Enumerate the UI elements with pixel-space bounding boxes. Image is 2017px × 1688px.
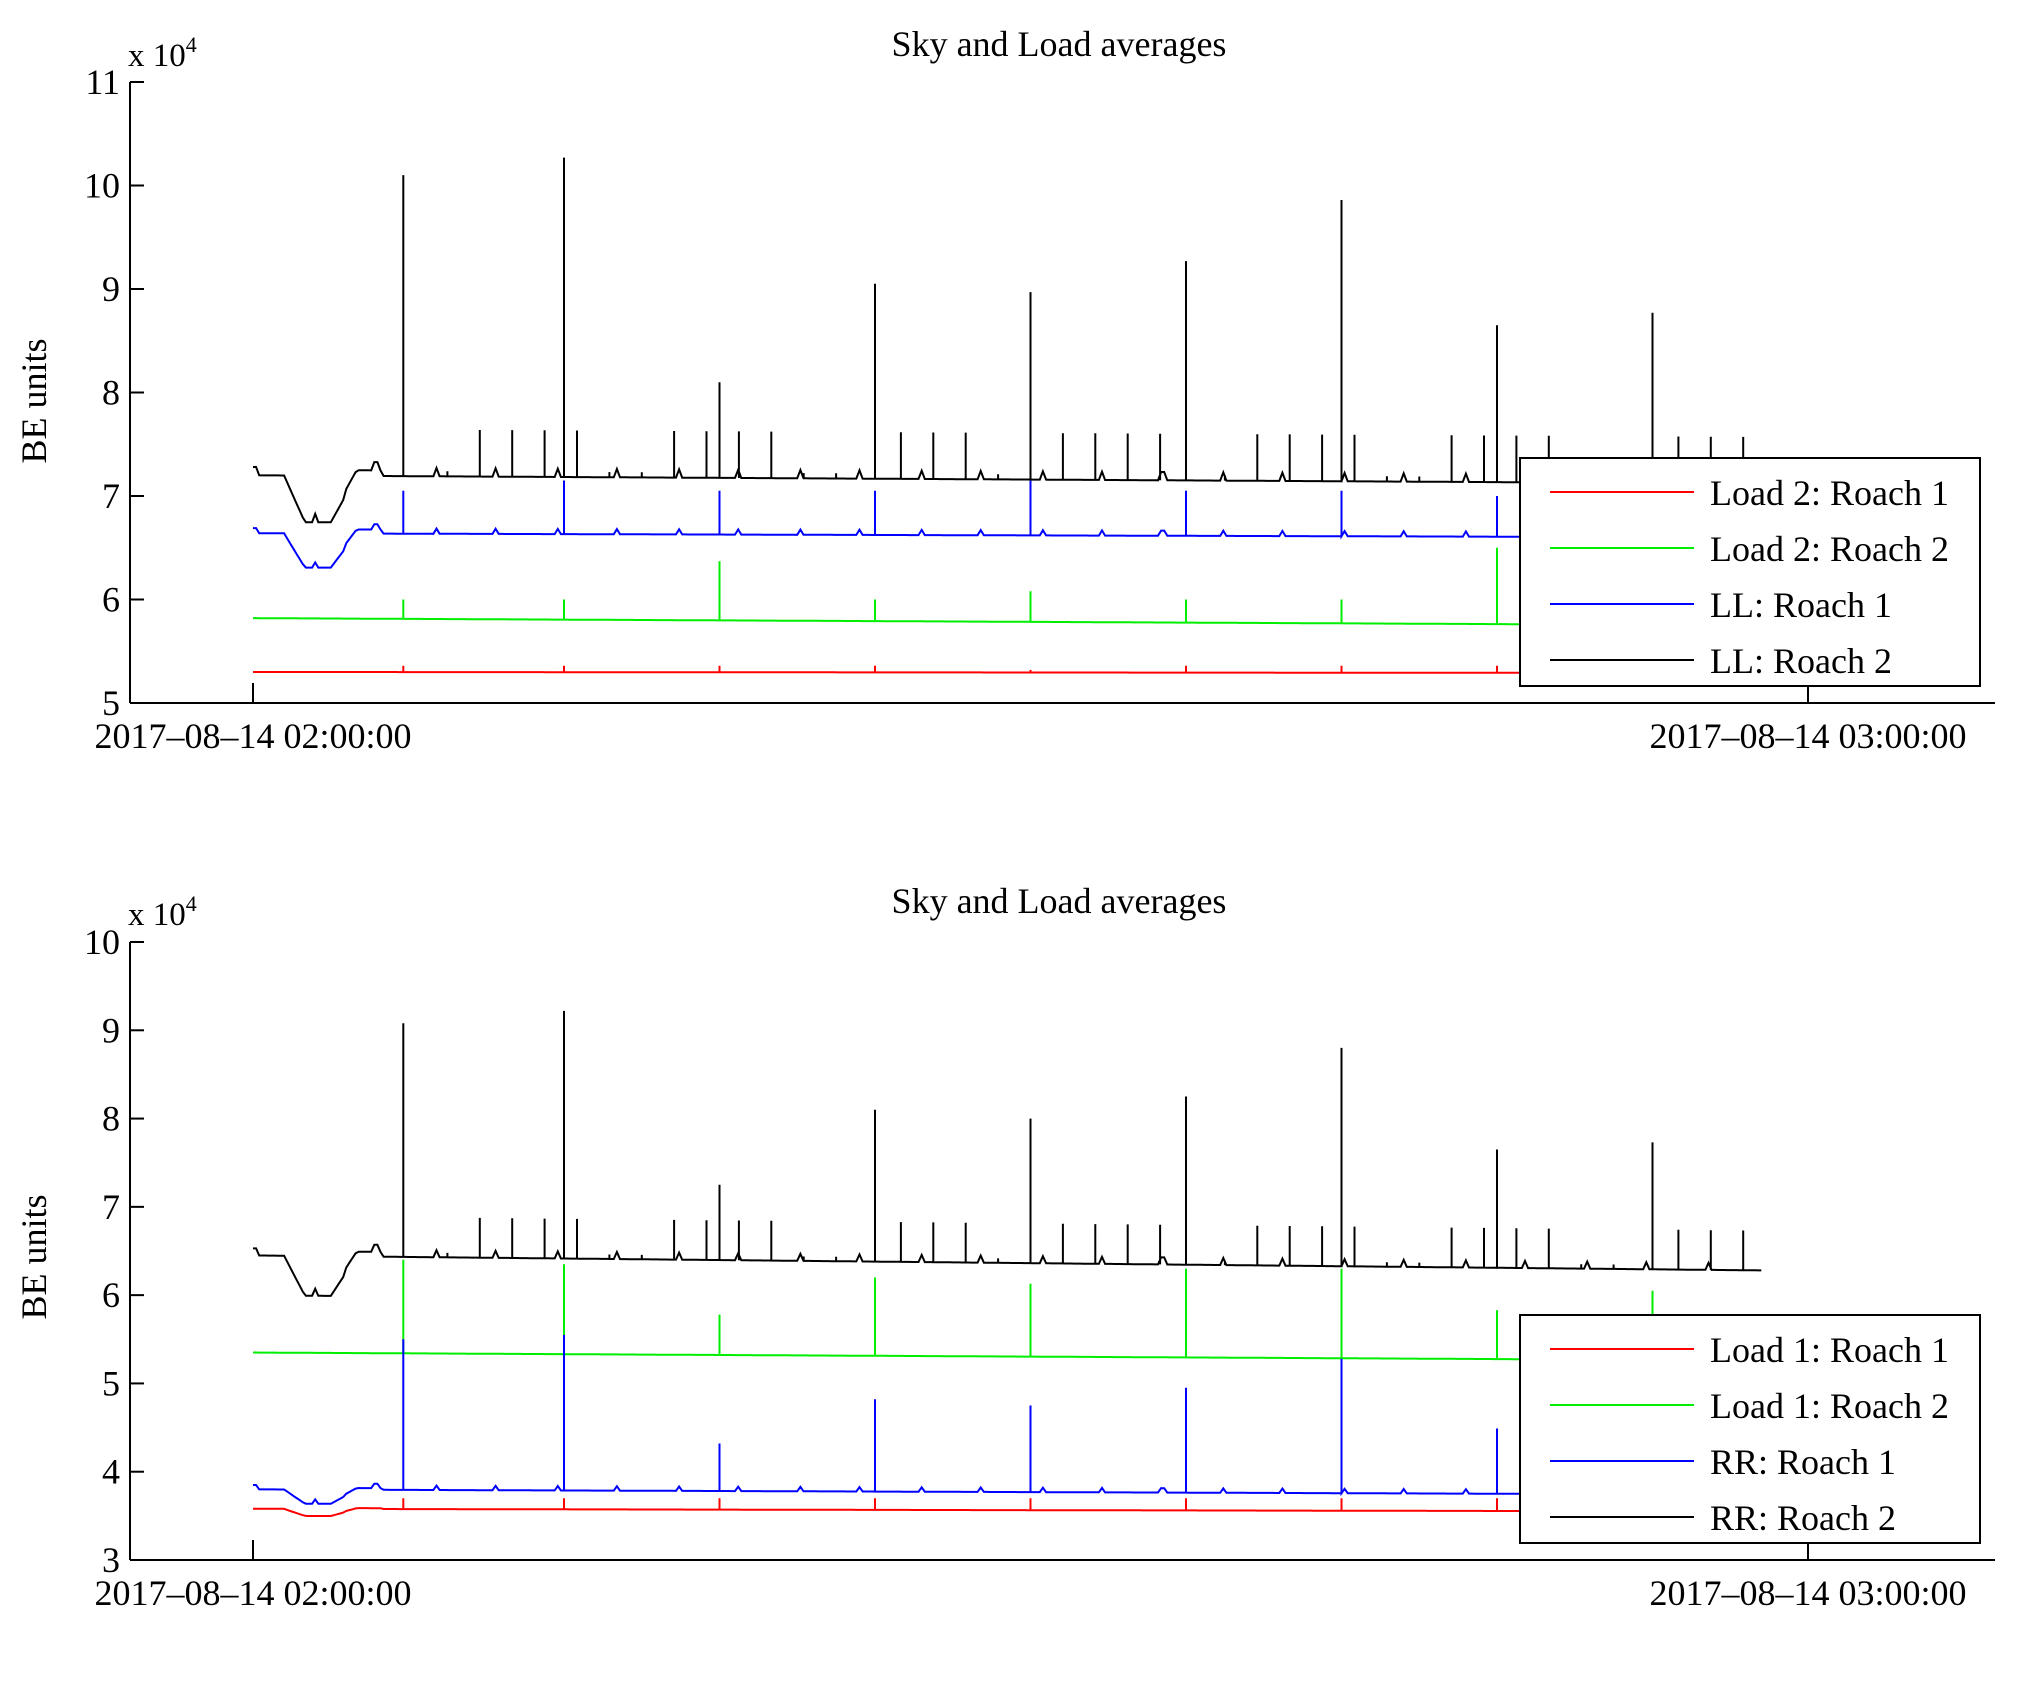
x-ticks: 2017–08–14 02:00:00 2017–08–14 03:00:00: [94, 716, 1966, 756]
x-tick-label: 2017–08–14 02:00:00: [94, 716, 411, 756]
y-tick-label: 9: [102, 1010, 120, 1050]
y-tick-label: 3: [102, 1540, 120, 1580]
y-tick-label: 4: [102, 1452, 120, 1492]
legend-label: LL: Roach 1: [1710, 585, 1892, 625]
y-tick-label: 10: [84, 166, 120, 206]
series-line: [253, 1259, 1762, 1362]
x-tick-label: 2017–08–14 03:00:00: [1649, 1573, 1966, 1613]
y-tick-label: 8: [102, 373, 120, 413]
y-multiplier: x 104: [128, 891, 197, 933]
bottom-chart: Sky and Load averages BE units x 104 345…: [14, 881, 1995, 1613]
y-multiplier: x 104: [128, 32, 197, 74]
legend-label: Load 1: Roach 1: [1710, 1330, 1949, 1370]
series-line: [253, 480, 1762, 569]
y-tick-label: 7: [102, 1187, 120, 1227]
y-tick-label: 5: [102, 683, 120, 723]
plot-area: [253, 157, 1762, 674]
legend-label: LL: Roach 2: [1710, 641, 1892, 681]
y-tick-label: 9: [102, 269, 120, 309]
y-tick-label: 7: [102, 476, 120, 516]
series-line: [253, 1334, 1762, 1505]
x-tick-label: 2017–08–14 03:00:00: [1649, 716, 1966, 756]
series-line: [253, 665, 1762, 674]
legend: Load 1: Roach 1 Load 1: Roach 2 RR: Roach …: [1519, 1314, 1981, 1544]
legend-box: [1519, 1314, 1981, 1544]
x-ticks: 2017–08–14 02:00:00 2017–08–14 03:00:00: [94, 1573, 1966, 1613]
y-tick-label: 5: [102, 1363, 120, 1403]
y-multiplier-base: x 10: [128, 897, 186, 933]
y-tick-label: 11: [85, 62, 120, 102]
y-ticks: 3 4 5 6 7 8 9 10: [84, 922, 1809, 1580]
y-tick-label: 6: [102, 580, 120, 620]
chart-title: Sky and Load averages: [892, 24, 1227, 64]
legend-box: [1519, 457, 1981, 687]
legend-label: Load 2: Roach 1: [1710, 473, 1949, 513]
y-multiplier-base: x 10: [128, 38, 186, 74]
y-tick-label: 6: [102, 1275, 120, 1315]
y-multiplier-exponent: 4: [186, 32, 197, 57]
legend-label: RR: Roach 2: [1710, 1498, 1896, 1538]
chart-title: Sky and Load averages: [892, 881, 1227, 921]
y-axis-label: BE units: [14, 338, 54, 463]
x-tick-label: 2017–08–14 02:00:00: [94, 1573, 411, 1613]
series-line: [253, 1010, 1762, 1297]
series-line: [253, 1498, 1762, 1517]
legend: Load 2: Roach 1 Load 2: Roach 2 LL: Roach …: [1519, 457, 1981, 687]
y-tick-label: 8: [102, 1099, 120, 1139]
y-axis-label: BE units: [14, 1194, 54, 1319]
y-ticks: 5 6 7 8 9 10 11: [84, 62, 1809, 723]
series-line: [253, 547, 1762, 627]
y-multiplier-exponent: 4: [186, 891, 197, 916]
legend-label: Load 1: Roach 2: [1710, 1386, 1949, 1426]
plot-area: [253, 1010, 1762, 1517]
y-tick-label: 10: [84, 922, 120, 962]
top-chart: Sky and Load averages BE units x 104 5 6 7…: [14, 24, 1995, 756]
legend-label: RR: Roach 1: [1710, 1442, 1896, 1482]
legend-label: Load 2: Roach 2: [1710, 529, 1949, 569]
